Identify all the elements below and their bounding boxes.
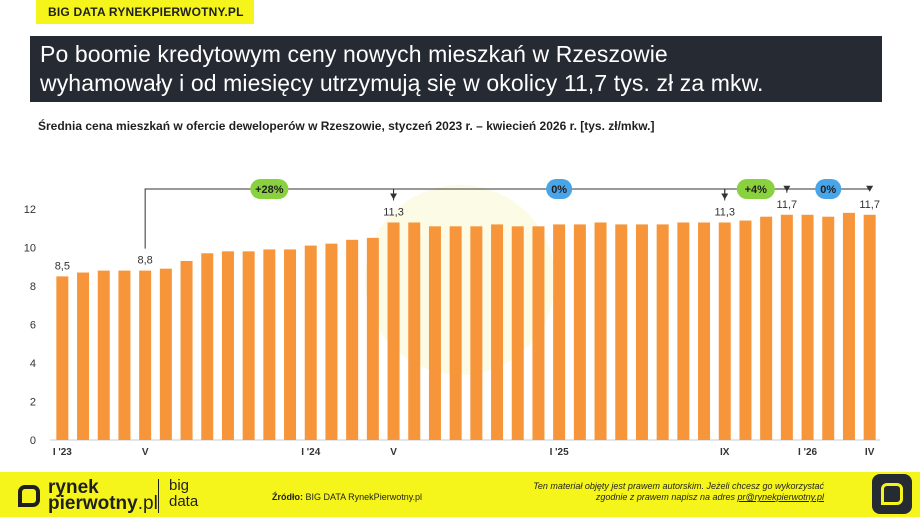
rynekpierwotny-logo-icon: [18, 485, 40, 507]
data-label: 8,8: [138, 255, 153, 267]
x-tick-label: V: [142, 447, 149, 458]
change-badge: [546, 179, 573, 199]
footer-bar: [0, 472, 920, 517]
change-badge: [250, 179, 289, 199]
bar: [159, 268, 172, 440]
bar: [760, 216, 773, 440]
bar: [491, 224, 504, 440]
bar: [346, 239, 359, 440]
bar: [325, 243, 338, 440]
bar: [842, 212, 855, 440]
headline-line-2: wyhamowały i od miesięcy utrzymują się w…: [40, 70, 764, 96]
chart-subtitle: Średnia cena mieszkań w ofercie dewelope…: [38, 119, 655, 133]
logo-divider: [158, 479, 159, 513]
bar: [449, 226, 462, 440]
bigdata-logo-top: big: [169, 477, 190, 494]
y-tick-label: 12: [24, 204, 36, 216]
bar: [573, 224, 586, 440]
bar: [56, 276, 69, 440]
data-label: 11,3: [714, 206, 735, 218]
bar: [221, 251, 234, 440]
bar: [718, 222, 731, 440]
bar: [470, 226, 483, 440]
bar: [698, 222, 711, 440]
bar: [97, 270, 110, 440]
bar: [408, 222, 421, 440]
bar: [677, 222, 690, 440]
bracket-arrow-head: [866, 185, 874, 192]
data-label: 11,3: [383, 206, 404, 218]
bar: [739, 220, 752, 440]
logo-wordmark-name: pierwotny: [48, 493, 138, 514]
x-tick-label: IV: [865, 447, 875, 458]
bar: [553, 224, 566, 440]
logo-wordmark-bottom: pierwotny.pl: [48, 494, 158, 513]
y-tick-label: 2: [30, 397, 36, 409]
bar: [532, 226, 545, 440]
bar: [263, 249, 276, 440]
x-tick-label: I '24: [301, 447, 320, 458]
y-tick-label: 8: [30, 281, 36, 293]
bar: [180, 260, 193, 440]
bigdata-logo-bottom: data: [169, 493, 199, 510]
x-tick-label: V: [390, 447, 397, 458]
bar: [863, 214, 876, 440]
bar: [304, 245, 317, 440]
bar: [428, 226, 441, 440]
change-badge: [736, 179, 775, 199]
y-tick-label: 6: [30, 320, 36, 332]
x-tick-label: I '26: [798, 447, 817, 458]
y-tick-label: 4: [30, 358, 36, 370]
data-label: 8,5: [55, 260, 70, 272]
source-label: Źródło:: [272, 492, 303, 502]
headline-line-1: Po boomie kredytowym ceny nowych mieszka…: [40, 41, 668, 67]
source-text: BIG DATA RynekPierwotny.pl: [303, 492, 423, 502]
brand-tag: BIG DATA RYNEKPIERWOTNY.PL: [36, 0, 254, 24]
x-tick-label: I '25: [550, 447, 569, 458]
change-badge-label: 0%: [820, 184, 836, 196]
bar: [242, 251, 255, 440]
logo-wordmark-suffix: .pl: [137, 493, 158, 514]
data-label: 11,7: [859, 199, 880, 211]
copyright-line-2-text: zgodnie z prawem napisz na adres: [595, 492, 738, 502]
bar: [801, 214, 814, 440]
change-badge-label: +28%: [255, 184, 284, 196]
copyright-line-1: Ten materiał objęty jest prawem autorski…: [533, 481, 824, 491]
bar: [139, 270, 152, 440]
y-tick-label: 0: [30, 435, 36, 447]
bar: [511, 226, 524, 440]
source-note: Źródło: BIG DATA RynekPierwotny.pl: [272, 492, 422, 502]
bar: [615, 224, 628, 440]
corner-logo-mark: [881, 483, 903, 505]
change-badge-label: +4%: [745, 184, 768, 196]
bar: [77, 272, 90, 440]
headline-box: Po boomie kredytowym ceny nowych mieszka…: [30, 36, 882, 102]
bar: [822, 216, 835, 440]
copyright-line-2: zgodnie z prawem napisz na adres pr@ryne…: [424, 492, 824, 503]
bar: [656, 224, 669, 440]
bar: [387, 222, 400, 440]
x-tick-label: IX: [720, 447, 730, 458]
x-tick-label: I '23: [53, 447, 72, 458]
contact-email-link[interactable]: pr@rynekpierwotny.pl: [737, 492, 824, 502]
bar: [366, 237, 379, 440]
bar: [118, 270, 131, 440]
change-badge-label: 0%: [551, 184, 567, 196]
corner-logo-icon: [872, 474, 912, 514]
change-badge: [815, 179, 842, 199]
bar: [201, 253, 214, 440]
bar: [594, 222, 607, 440]
data-label: 11,7: [777, 199, 798, 211]
y-tick-label: 10: [24, 243, 36, 255]
bar: [635, 224, 648, 440]
logo-wordmark-top: rynek: [48, 477, 99, 498]
bar: [780, 214, 793, 440]
copyright-note: Ten materiał objęty jest prawem autorski…: [424, 481, 824, 503]
bar: [284, 249, 297, 440]
